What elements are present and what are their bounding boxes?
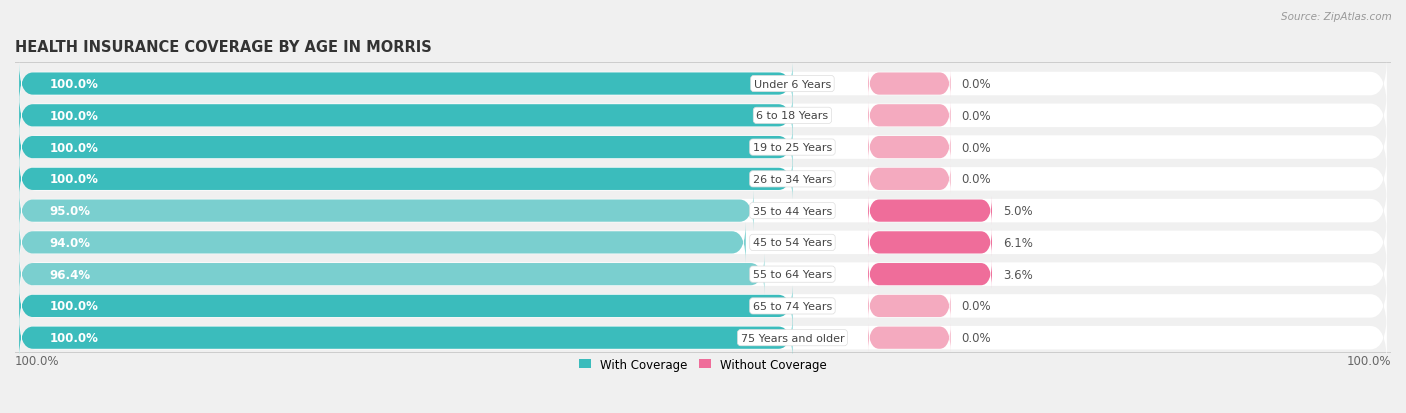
Text: 100.0%: 100.0% xyxy=(49,141,98,154)
FancyBboxPatch shape xyxy=(20,311,1386,364)
FancyBboxPatch shape xyxy=(868,102,950,130)
Text: 26 to 34 Years: 26 to 34 Years xyxy=(752,174,832,184)
Text: 100.0%: 100.0% xyxy=(49,109,98,123)
Text: 55 to 64 Years: 55 to 64 Years xyxy=(752,270,832,280)
FancyBboxPatch shape xyxy=(868,133,950,162)
FancyBboxPatch shape xyxy=(20,64,793,105)
FancyBboxPatch shape xyxy=(20,95,793,137)
Text: 0.0%: 0.0% xyxy=(962,173,991,186)
Text: 100.0%: 100.0% xyxy=(49,78,98,91)
FancyBboxPatch shape xyxy=(868,260,993,289)
FancyBboxPatch shape xyxy=(868,165,950,194)
Legend: With Coverage, Without Coverage: With Coverage, Without Coverage xyxy=(579,358,827,371)
Text: Under 6 Years: Under 6 Years xyxy=(754,79,831,89)
FancyBboxPatch shape xyxy=(20,127,793,169)
FancyBboxPatch shape xyxy=(20,254,765,295)
FancyBboxPatch shape xyxy=(868,197,993,225)
Text: 100.0%: 100.0% xyxy=(49,173,98,186)
Text: Source: ZipAtlas.com: Source: ZipAtlas.com xyxy=(1281,12,1392,22)
Text: 0.0%: 0.0% xyxy=(962,300,991,313)
FancyBboxPatch shape xyxy=(20,248,1386,301)
FancyBboxPatch shape xyxy=(20,280,1386,332)
Text: 100.0%: 100.0% xyxy=(49,331,98,344)
Text: 94.0%: 94.0% xyxy=(49,236,90,249)
FancyBboxPatch shape xyxy=(20,185,1386,237)
FancyBboxPatch shape xyxy=(868,292,950,320)
FancyBboxPatch shape xyxy=(20,121,1386,174)
Text: 0.0%: 0.0% xyxy=(962,109,991,123)
FancyBboxPatch shape xyxy=(868,324,950,352)
Text: 100.0%: 100.0% xyxy=(15,354,59,367)
Text: 45 to 54 Years: 45 to 54 Years xyxy=(752,238,832,248)
Text: 6.1%: 6.1% xyxy=(1002,236,1033,249)
Text: HEALTH INSURANCE COVERAGE BY AGE IN MORRIS: HEALTH INSURANCE COVERAGE BY AGE IN MORR… xyxy=(15,40,432,55)
Text: 100.0%: 100.0% xyxy=(1347,354,1391,367)
Text: 5.0%: 5.0% xyxy=(1002,204,1032,218)
Text: 0.0%: 0.0% xyxy=(962,78,991,91)
Text: 65 to 74 Years: 65 to 74 Years xyxy=(752,301,832,311)
Text: 96.4%: 96.4% xyxy=(49,268,90,281)
FancyBboxPatch shape xyxy=(20,159,793,200)
Text: 6 to 18 Years: 6 to 18 Years xyxy=(756,111,828,121)
FancyBboxPatch shape xyxy=(20,153,1386,206)
Text: 35 to 44 Years: 35 to 44 Years xyxy=(752,206,832,216)
FancyBboxPatch shape xyxy=(868,228,993,257)
Text: 95.0%: 95.0% xyxy=(49,204,90,218)
FancyBboxPatch shape xyxy=(20,190,754,232)
Text: 3.6%: 3.6% xyxy=(1002,268,1033,281)
FancyBboxPatch shape xyxy=(20,216,1386,269)
Text: 0.0%: 0.0% xyxy=(962,141,991,154)
Text: 19 to 25 Years: 19 to 25 Years xyxy=(752,143,832,153)
Text: 75 Years and older: 75 Years and older xyxy=(741,333,844,343)
Text: 100.0%: 100.0% xyxy=(49,300,98,313)
FancyBboxPatch shape xyxy=(20,90,1386,142)
FancyBboxPatch shape xyxy=(868,70,950,99)
Text: 0.0%: 0.0% xyxy=(962,331,991,344)
FancyBboxPatch shape xyxy=(20,317,793,358)
FancyBboxPatch shape xyxy=(20,222,745,263)
FancyBboxPatch shape xyxy=(20,58,1386,111)
FancyBboxPatch shape xyxy=(20,285,793,327)
